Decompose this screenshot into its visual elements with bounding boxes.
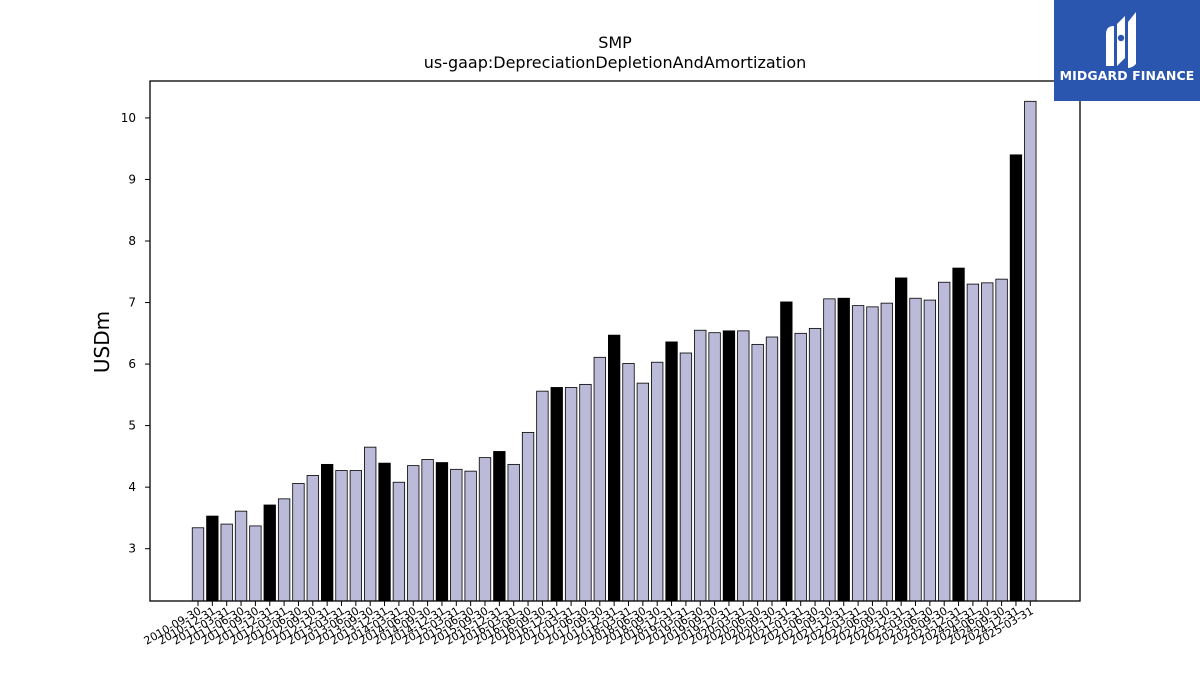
bar [349,470,363,602]
bar [292,483,305,602]
bar [306,475,319,602]
bar [493,451,506,602]
y-tick-label: 10 [121,111,136,125]
y-axis-label: USDm [90,311,114,373]
bar [421,459,434,602]
bar [536,390,549,602]
chart-subtitle: us-gaap:DepreciationDepletionAndAmortiza… [424,53,807,72]
bar [234,510,248,602]
bars-group [191,100,1037,602]
bar [320,463,334,602]
y-tick-label: 9 [128,172,136,186]
bar [794,332,807,602]
bar [694,329,707,602]
bar [966,283,980,602]
y-axis-ticks: 3 4 5 6 7 8 9 10 [121,111,150,556]
y-tick-label: 8 [128,234,136,248]
bar [995,278,1008,602]
bar [837,297,850,602]
bar [579,383,592,602]
bar [651,361,664,602]
bar [407,465,420,602]
bar [851,305,865,602]
bar [823,298,836,602]
bar [450,468,463,602]
bar [277,498,291,602]
bar [622,363,635,602]
plot-frame [149,80,1081,602]
bar [464,470,477,602]
bar [665,341,678,602]
bar [478,457,492,602]
bar [780,301,793,602]
bar [263,504,276,602]
bar [765,336,779,602]
bar [722,330,736,602]
bar [564,387,578,602]
bar [507,463,520,602]
bar [191,527,205,602]
y-tick-label: 6 [128,357,136,371]
bar [378,462,391,602]
bar [808,327,822,602]
bar [909,297,922,602]
bar [923,299,936,602]
y-tick-label: 5 [128,419,136,433]
bar [866,306,879,602]
bar [981,282,994,602]
bar [1009,154,1023,602]
bar [392,481,406,602]
bar [335,470,348,602]
bar [608,334,621,602]
bar [895,277,908,602]
brand-name: MIDGARD FINANCE [1059,68,1195,83]
bar [636,382,649,602]
bar [550,387,563,602]
bar [952,267,965,602]
bar [938,281,951,602]
bar [1024,100,1037,602]
bar [364,446,377,602]
bar [880,302,893,602]
bar [737,330,750,602]
bar [220,523,233,602]
y-tick-label: 4 [128,480,136,494]
bar [435,462,449,602]
bar [249,525,262,602]
y-tick-label: 3 [128,542,136,556]
bar [679,352,693,602]
midgard-m-logo-icon [1106,12,1136,68]
y-tick-label: 7 [128,296,136,310]
bar [751,343,764,602]
bar [521,431,535,602]
chart-title: SMP [598,33,632,52]
x-axis-ticks: 2010-09-302010-12-312011-03-312011-06-30… [142,601,1036,648]
bar [206,515,219,602]
bar [708,332,721,602]
bar [593,356,606,602]
brand-logo: MIDGARD FINANCE [1054,0,1200,101]
